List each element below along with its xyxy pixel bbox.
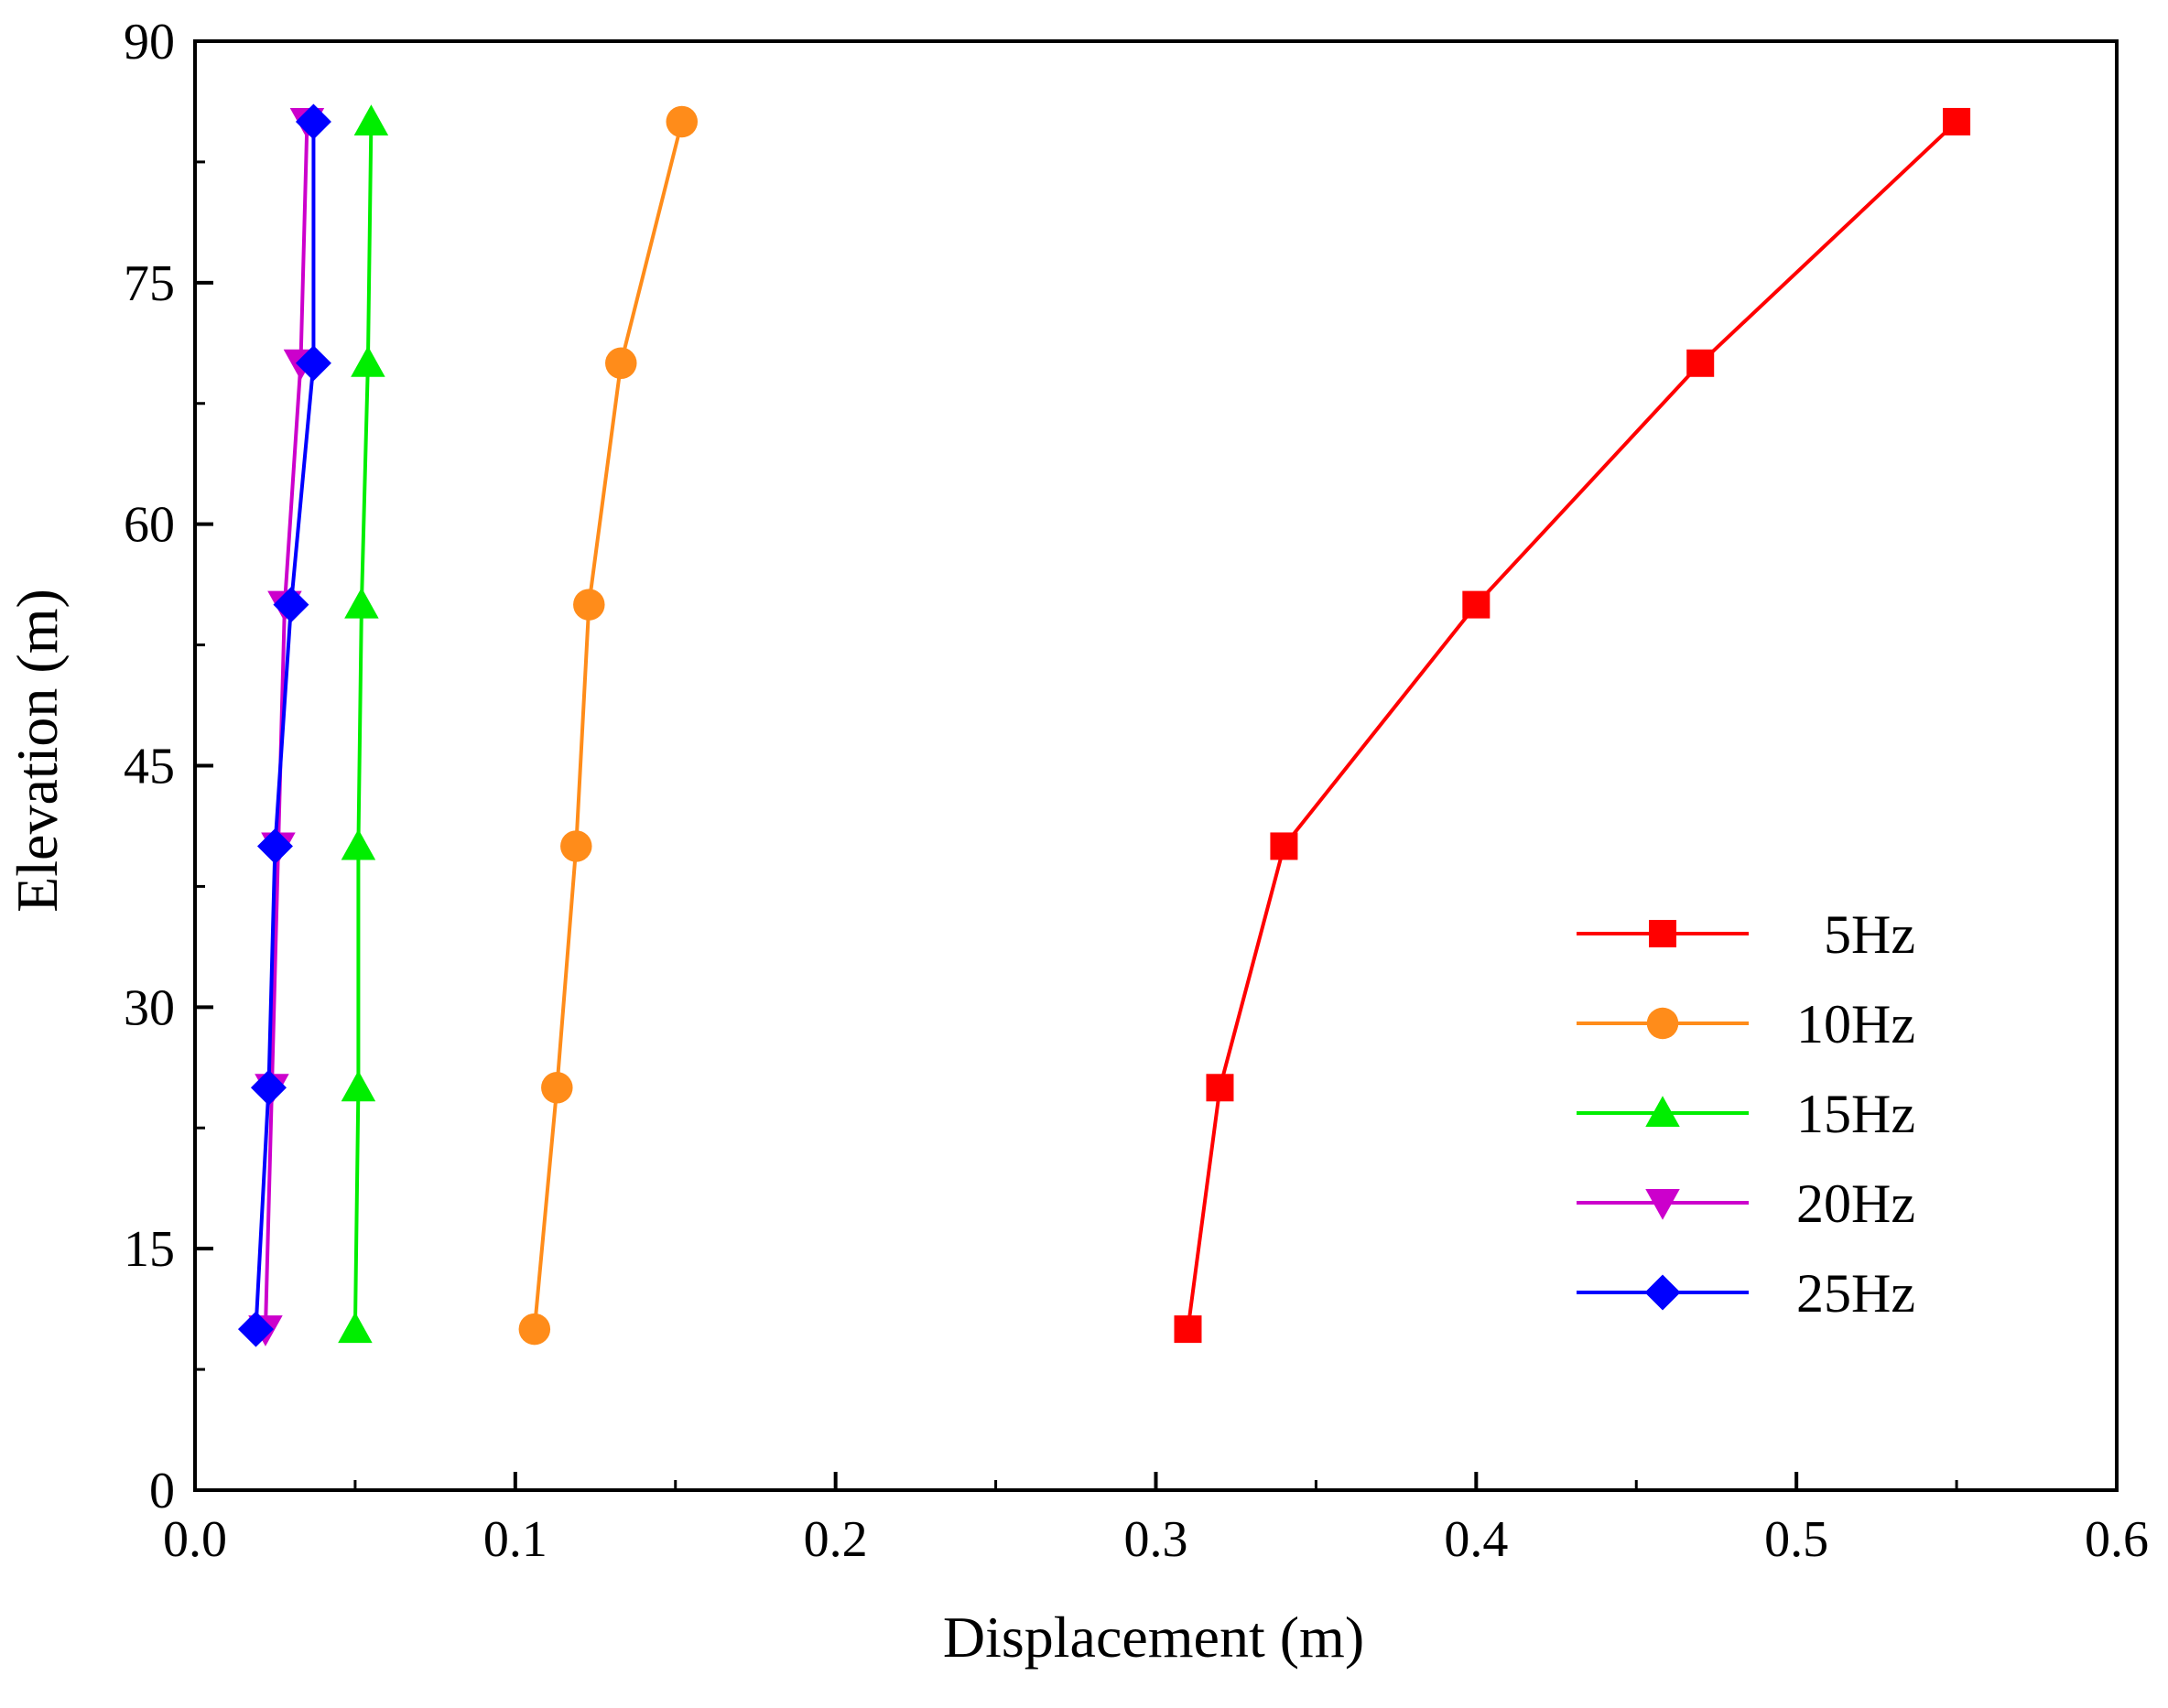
series-line-5hz — [1186, 120, 1958, 1330]
y-tick-label-6: 90 — [124, 14, 175, 70]
series-line-20hz — [263, 121, 309, 1330]
legend-marker-15hz — [1645, 1096, 1680, 1127]
x-tick-label-1: 0.1 — [483, 1511, 547, 1568]
plot-area — [237, 103, 1971, 1347]
x-tick-label-0: 0.0 — [163, 1511, 227, 1568]
legend-label-25hz: 25Hz — [1796, 1263, 1915, 1324]
data-point-10hz-1 — [541, 1072, 573, 1104]
data-point-15hz-2 — [341, 828, 376, 860]
data-point-25hz-4 — [295, 345, 331, 382]
data-point-25hz-3 — [273, 587, 309, 623]
y-axis-title: Elevation (m) — [5, 589, 70, 913]
data-point-5hz-2 — [1270, 832, 1298, 860]
legend-marker-20hz — [1645, 1189, 1680, 1220]
y-tick-label-4: 60 — [124, 497, 175, 554]
legend-marker-10hz — [1646, 1007, 1679, 1040]
axes: 0.0 0.1 0.2 0.3 0.4 0.5 0.6 0 15 30 45 60 75 90 — [124, 14, 2149, 1568]
legend-label-5hz: 5Hz — [1824, 904, 1915, 965]
legend-marker-25hz — [1644, 1274, 1681, 1311]
data-point-10hz-2 — [560, 830, 592, 862]
data-point-5hz-5 — [1943, 107, 1971, 135]
y-tick-label-2: 30 — [124, 979, 175, 1036]
data-point-15hz-5 — [353, 104, 389, 135]
series-line-25hz — [254, 121, 316, 1330]
series-line-15hz — [352, 121, 374, 1330]
data-point-5hz-1 — [1206, 1074, 1234, 1102]
data-point-10hz-0 — [518, 1313, 551, 1346]
data-point-15hz-1 — [341, 1070, 376, 1102]
legend-label-20hz: 20Hz — [1796, 1173, 1915, 1234]
data-point-5hz-3 — [1462, 590, 1490, 619]
data-point-10hz-5 — [666, 105, 698, 138]
x-tick-label-3: 0.3 — [1124, 1511, 1188, 1568]
data-point-15hz-0 — [338, 1312, 373, 1344]
x-tick-label-5: 0.5 — [1764, 1511, 1828, 1568]
x-axis-title: Displacement (m) — [943, 1605, 1364, 1670]
data-point-15hz-4 — [351, 346, 385, 377]
y-tick-label-3: 45 — [124, 739, 175, 795]
data-point-5hz-4 — [1686, 349, 1715, 377]
data-point-25hz-1 — [250, 1069, 287, 1106]
legend-marker-5hz — [1649, 920, 1676, 947]
legend-label-10hz: 10Hz — [1796, 994, 1915, 1054]
x-tick-label-6: 0.6 — [2085, 1511, 2149, 1568]
y-tick-label-5: 75 — [124, 255, 175, 312]
data-point-10hz-4 — [605, 347, 637, 380]
x-tick-label-4: 0.4 — [1444, 1511, 1508, 1568]
data-point-5hz-0 — [1174, 1315, 1202, 1344]
series-line-10hz — [532, 121, 684, 1330]
data-point-10hz-3 — [573, 589, 605, 621]
legend: 5Hz 10Hz 15Hz 20Hz 25Hz — [1577, 904, 1915, 1324]
data-point-15hz-3 — [344, 587, 379, 619]
y-tick-label-1: 15 — [124, 1221, 175, 1278]
data-point-25hz-5 — [295, 103, 331, 140]
legend-label-15hz: 15Hz — [1796, 1084, 1915, 1144]
x-tick-label-2: 0.2 — [804, 1511, 868, 1568]
y-tick-label-0: 0 — [149, 1463, 175, 1519]
data-point-25hz-2 — [256, 827, 293, 864]
data-point-25hz-0 — [237, 1311, 274, 1347]
